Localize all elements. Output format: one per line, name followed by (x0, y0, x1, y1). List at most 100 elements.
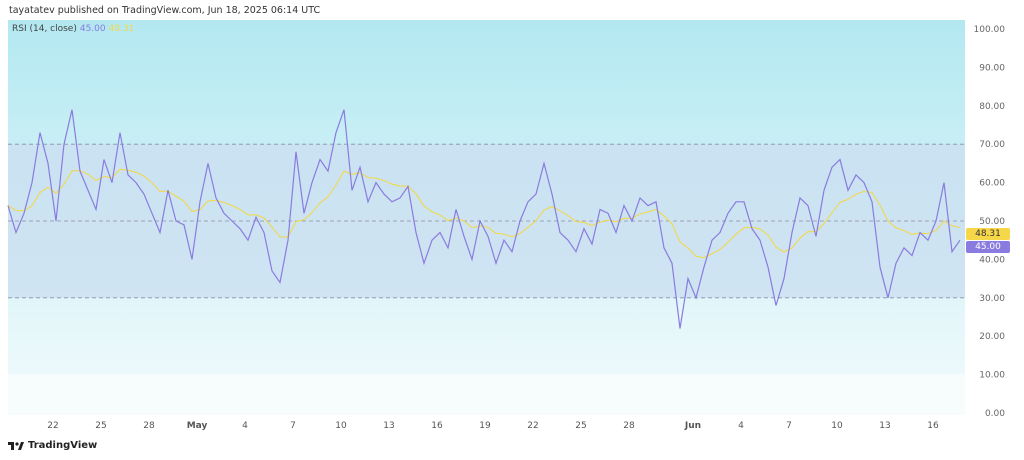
rsi-point (127, 174, 128, 175)
rsi-point (943, 182, 944, 183)
rsi-point (95, 209, 96, 210)
rsi-point (231, 220, 232, 221)
rsi-point (951, 251, 952, 252)
rsi-point (199, 201, 200, 202)
rsi-point (703, 266, 704, 267)
rsi-point (639, 197, 640, 198)
x-tick-label: 7 (786, 421, 792, 431)
rsi-point (599, 209, 600, 210)
rsi-point (767, 266, 768, 267)
rsi-point (183, 224, 184, 225)
indicator-name: RSI (14, close) (12, 24, 77, 34)
rsi-point (159, 232, 160, 233)
rsi-point (215, 197, 216, 198)
rsi-point (111, 182, 112, 183)
rsi-point (207, 163, 208, 164)
rsi-point (575, 251, 576, 252)
rsi-point (439, 232, 440, 233)
x-tick-label: May (187, 421, 208, 431)
rsi-point (151, 213, 152, 214)
rsi-point (255, 217, 256, 218)
y-tick-label: 70.00 (979, 140, 1005, 150)
rsi-point (103, 159, 104, 160)
rsi-point (871, 201, 872, 202)
x-tick-label: 22 (47, 421, 58, 431)
rsi-point (415, 232, 416, 233)
x-tick-label: 28 (143, 421, 155, 431)
rsi-point (383, 194, 384, 195)
brand-name: TradingView (28, 440, 98, 451)
rsi-point (663, 247, 664, 248)
y-tick-label: 20.00 (979, 332, 1005, 342)
rsi-point (935, 220, 936, 221)
rsi-point (879, 266, 880, 267)
rsi-point (471, 259, 472, 260)
rsi-point (631, 220, 632, 221)
rsi-point (7, 205, 8, 206)
y-tick-label: 60.00 (979, 179, 1005, 189)
rsi-point (87, 190, 88, 191)
rsi-point (175, 220, 176, 221)
y-tick-label: 30.00 (979, 294, 1005, 304)
rsi-chart[interactable]: 100.0090.0080.0070.0060.0050.0040.0030.0… (0, 0, 1024, 440)
rsi-point (39, 132, 40, 133)
y-tick-label: 80.00 (979, 102, 1005, 112)
rsi-point (399, 197, 400, 198)
rsi-point (479, 220, 480, 221)
lower-area (8, 374, 965, 415)
rsi-point (759, 240, 760, 241)
rsi-point (791, 232, 792, 233)
price-axis (965, 20, 1024, 420)
rsi-point (615, 232, 616, 233)
rsi-point (695, 297, 696, 298)
rsi-point (647, 205, 648, 206)
x-tick-label: 13 (879, 421, 890, 431)
x-tick-label: 25 (575, 421, 586, 431)
rsi-point (167, 190, 168, 191)
rsi-point (839, 159, 840, 160)
rsi-point (895, 263, 896, 264)
rsi-point (407, 186, 408, 187)
rsi-point (679, 328, 680, 329)
y-tick-label: 10.00 (979, 371, 1005, 381)
rsi-point (623, 205, 624, 206)
rsi-point (711, 240, 712, 241)
rsi-point (431, 240, 432, 241)
y-tick-label: 100.00 (974, 25, 1006, 35)
rsi-point (903, 247, 904, 248)
rsi-point (375, 182, 376, 183)
rsi-point (519, 220, 520, 221)
rsi-point (223, 213, 224, 214)
rsi-point (487, 236, 488, 237)
x-tick-label: 22 (527, 421, 538, 431)
rsi-point (359, 167, 360, 168)
rsi-point (143, 194, 144, 195)
rsi-point (855, 174, 856, 175)
rsi-point (327, 170, 328, 171)
rsi-price-tag: 45.00 (966, 241, 1010, 253)
rsi-point (351, 190, 352, 191)
rsi-point (31, 182, 32, 183)
rsi-point (671, 263, 672, 264)
y-tick-label: 50.00 (979, 217, 1005, 227)
x-tick-label: 25 (95, 421, 106, 431)
rsi-point (247, 240, 248, 241)
rsi-point (719, 232, 720, 233)
rsi-point (279, 282, 280, 283)
rsi-point (79, 170, 80, 171)
rsi-point (751, 228, 752, 229)
rsi-point (927, 240, 928, 241)
rsi-point (567, 240, 568, 241)
tradingview-logo[interactable]: TradingView (8, 440, 97, 451)
rsi-point (71, 109, 72, 110)
rsi-point (495, 263, 496, 264)
tradingview-logo-icon (8, 441, 24, 450)
x-tick-label: 28 (623, 421, 635, 431)
x-tick-label: Jun (684, 421, 701, 431)
x-tick-label: 4 (242, 421, 248, 431)
rsi-point (535, 194, 536, 195)
rsi-value: 45.00 (79, 24, 106, 34)
y-tick-label: 0.00 (985, 409, 1005, 419)
rsi-point (423, 263, 424, 264)
rsi-point (343, 109, 344, 110)
